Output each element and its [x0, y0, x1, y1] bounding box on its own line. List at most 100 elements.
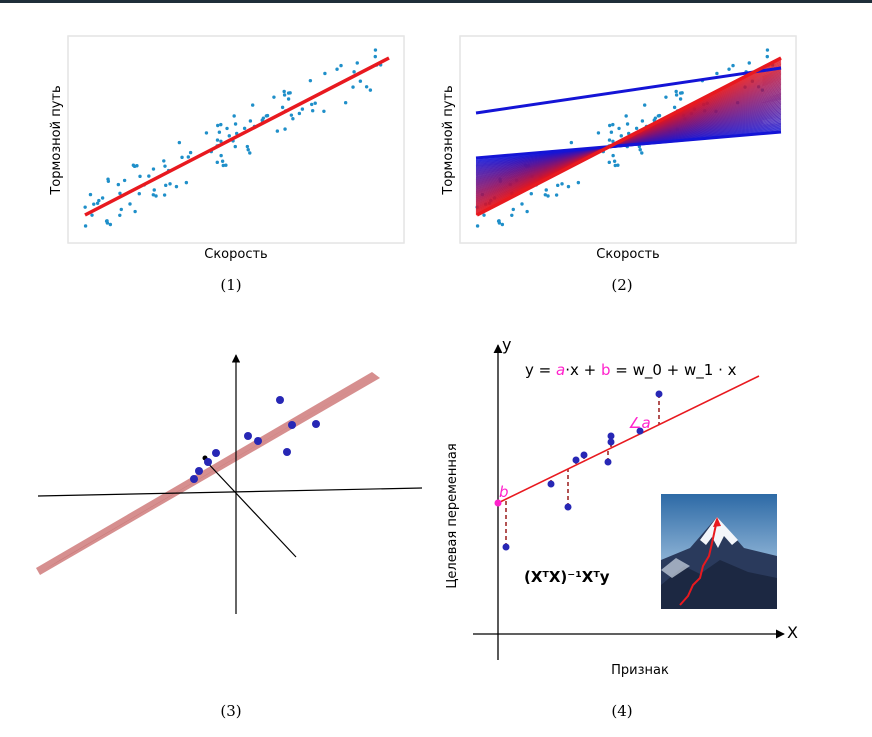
scatter-point [511, 207, 515, 212]
scatter-point [500, 222, 505, 227]
scatter-point [131, 163, 136, 167]
scatter-point [715, 71, 719, 76]
scatter-point [180, 155, 184, 160]
scatter-point [162, 193, 167, 197]
scatter-point [174, 184, 179, 189]
scatter-point [97, 198, 101, 203]
scatter-point [92, 202, 96, 206]
scatter-point [248, 151, 252, 155]
scatter-point [642, 103, 647, 107]
scatter-point [225, 126, 229, 131]
scatter-point [275, 129, 280, 133]
scatter-point [373, 54, 377, 59]
scatter-point [151, 193, 156, 197]
scatter-point [520, 202, 524, 206]
scatter-point [246, 148, 250, 152]
scatter-point [310, 109, 315, 113]
equation-lhs: y = [525, 361, 556, 379]
scatter-point [554, 193, 559, 197]
scatter-point [163, 164, 167, 168]
panel-2-caption: (2) [611, 276, 632, 294]
scatter-point [283, 127, 287, 131]
equation-a: a [556, 361, 565, 379]
data-point [580, 451, 588, 459]
scatter-point [138, 174, 142, 179]
scatter-point [510, 213, 514, 217]
scatter-point [300, 107, 305, 111]
scatter-point [219, 153, 223, 158]
scatter-point [352, 70, 356, 74]
scatter-point [224, 163, 228, 167]
scatter-point [291, 117, 295, 121]
scatter-point [122, 178, 127, 183]
scatter-point [560, 182, 564, 186]
scatter-point [286, 97, 291, 101]
scatter-point [546, 194, 550, 198]
scatter-point [556, 183, 560, 188]
scatter-point [204, 131, 209, 135]
scatter-point [104, 219, 109, 223]
data-point [607, 438, 615, 446]
data-point-3d [212, 449, 220, 457]
scatter-point [83, 205, 87, 209]
top-border [0, 0, 872, 3]
scatter-point [147, 174, 151, 178]
panel-3-regression-plane [36, 372, 380, 575]
panel-4-xlabel: Признак [611, 663, 669, 678]
scatter-point [186, 155, 191, 159]
scatter-point [625, 122, 630, 126]
scatter-point [108, 222, 113, 227]
scatter-point [611, 122, 615, 127]
scatter-point [215, 138, 220, 142]
equation-plus: + [579, 361, 601, 379]
panel-4-ylabel: Целевая переменная [445, 443, 460, 588]
scatter-point [529, 191, 533, 196]
scatter-point [128, 202, 132, 206]
panel-2-xlabel: Скорость [596, 247, 659, 262]
panel-4-angle-label: ∠a [628, 414, 651, 432]
panel-4-normal-equation: (XᵀX)⁻¹Xᵀy [524, 568, 610, 586]
scatter-point [566, 184, 571, 189]
scatter-point [747, 61, 751, 65]
data-point [547, 480, 555, 488]
scatter-point [220, 159, 225, 163]
scatter-point [607, 138, 612, 142]
scatter-point [227, 134, 231, 138]
scatter-point [289, 113, 294, 117]
scatter-point [674, 89, 678, 94]
scatter-point [137, 191, 141, 196]
scatter-point [168, 182, 172, 186]
scatter-point [611, 139, 615, 144]
scatter-point [221, 163, 225, 168]
data-point-3d [254, 437, 262, 445]
scatter-point [731, 63, 735, 68]
scatter-point [233, 144, 237, 149]
scatter-point [232, 114, 236, 118]
panel-2-ylabel: Тормозной путь [441, 85, 456, 195]
scatter-point [624, 114, 628, 118]
scatter-point [313, 101, 317, 105]
scatter-point [343, 101, 348, 105]
scatter-point [280, 105, 285, 110]
panel-2-blue-line-mid [475, 130, 782, 160]
data-point [604, 458, 612, 466]
scatter-point [638, 148, 642, 152]
scatter-point [358, 79, 363, 83]
panel-4-intercept-label: b [499, 483, 509, 501]
scatter-point [368, 88, 373, 92]
panel-3-points [190, 396, 320, 483]
panel-2: Скорость Тормозной путь (2) [441, 35, 797, 294]
panel-4-y-axis-label: y [502, 335, 511, 354]
data-point-3d [190, 475, 198, 483]
scatter-point [216, 123, 220, 128]
scatter-point [613, 163, 617, 168]
scatter-point [339, 63, 343, 68]
scatter-point [233, 122, 238, 126]
equation-x: ·x [565, 361, 579, 379]
scatter-point [672, 105, 677, 110]
scatter-point [297, 111, 302, 116]
scatter-point [496, 219, 501, 223]
data-point [502, 543, 510, 551]
scatter-point [152, 188, 156, 192]
